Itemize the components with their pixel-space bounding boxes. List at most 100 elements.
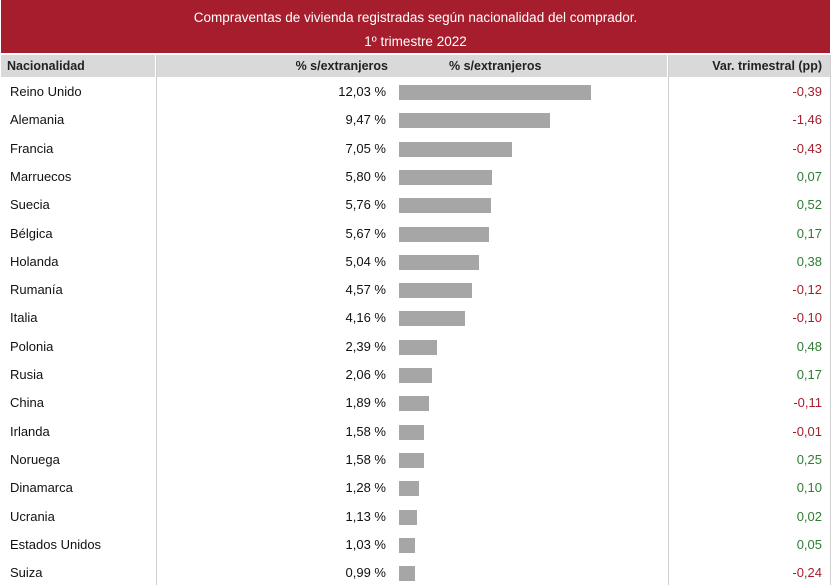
row-label: Ucrania [10, 508, 55, 524]
value-label: 7,05 % [345, 140, 386, 156]
table-row: Suiza 0,99 % -0,24 [0, 559, 832, 587]
value-label: 2,39 % [345, 338, 386, 354]
bar [399, 311, 465, 327]
bar [399, 481, 419, 497]
column-divider [830, 55, 831, 585]
bar [399, 113, 550, 129]
bar [399, 452, 424, 468]
table-row: Polonia 2,39 % 0,48 [0, 333, 832, 361]
table-row: Bélgica 5,67 % 0,17 [0, 220, 832, 248]
var-value: 0,17 [796, 367, 822, 382]
value-label: 5,80 % [345, 168, 386, 184]
value-label: 1,28 % [345, 480, 386, 496]
table-row: Francia 7,05 % -0,43 [0, 135, 832, 163]
bar [399, 368, 432, 383]
table-row: Reino Unido 12,03 % -0,39 [0, 78, 832, 106]
column-header-pct: % s/extranjeros [157, 55, 397, 77]
chart-title: Compraventas de vivienda registradas seg… [193, 10, 638, 25]
row-label: Reino Unido [10, 84, 82, 99]
var-value: 0,52 [796, 197, 822, 213]
column-header-bar: % s/extranjeros [397, 55, 667, 77]
table-row: Rumanía 4,57 % -0,12 [0, 276, 832, 304]
table-row: Rusia 2,06 % 0,17 [0, 361, 832, 389]
row-label: Irlanda [10, 423, 50, 439]
value-label: 1,58 % [345, 451, 386, 467]
row-label: China [10, 395, 44, 411]
column-divider [668, 55, 669, 585]
value-label: 1,13 % [345, 508, 386, 524]
value-label: 0,99 % [345, 565, 386, 581]
table-row: Dinamarca 1,28 % 0,10 [0, 474, 832, 502]
table-row: Noruega 1,58 % 0,25 [0, 446, 832, 474]
row-label: Estados Unidos [10, 536, 102, 552]
bar [399, 254, 479, 270]
bar [399, 537, 415, 553]
table-row: Ucrania 1,13 % 0,02 [0, 503, 832, 531]
row-label: Suecia [10, 197, 50, 213]
value-label: 1,58 % [345, 423, 386, 439]
table-row: Irlanda 1,58 % -0,01 [0, 418, 832, 446]
var-value: 0,05 [796, 536, 822, 552]
value-label: 1,03 % [345, 536, 386, 552]
row-label: Francia [10, 140, 54, 156]
var-value: 0,17 [796, 225, 822, 241]
column-divider [156, 55, 157, 585]
row-label: Suiza [10, 565, 43, 581]
var-value: -0,24 [792, 565, 822, 581]
var-value: 0,38 [796, 253, 822, 269]
row-label: Bélgica [10, 225, 53, 241]
bar [399, 169, 492, 185]
row-label: Rusia [10, 367, 44, 382]
var-value: 0,25 [796, 451, 822, 467]
bar [399, 198, 491, 214]
value-label: 4,16 % [345, 310, 386, 326]
row-label: Alemania [10, 112, 65, 128]
table-row: Suecia 5,76 % 0,52 [0, 191, 832, 219]
value-label: 9,47 % [345, 112, 386, 128]
bar [399, 396, 429, 412]
value-label: 2,06 % [345, 367, 386, 382]
row-label: Italia [10, 310, 38, 326]
table-row: Marruecos 5,80 % 0,07 [0, 163, 832, 191]
value-label: 12,03 % [338, 84, 386, 99]
column-header-nacionalidad: Nacionalidad [1, 55, 155, 77]
row-label: Marruecos [10, 168, 72, 184]
var-value: -0,10 [792, 310, 822, 326]
var-value: -0,12 [792, 282, 822, 298]
value-label: 5,67 % [345, 225, 386, 241]
value-label: 1,89 % [345, 395, 386, 411]
row-label: Noruega [10, 451, 60, 467]
table-row: Estados Unidos 1,03 % 0,05 [0, 531, 832, 559]
bar [399, 339, 437, 355]
column-header-var: Var. trimestral (pp) [669, 55, 830, 77]
var-value: 0,07 [796, 168, 822, 184]
var-value: 0,48 [796, 338, 822, 354]
var-value: -0,01 [792, 423, 822, 439]
table-row: China 1,89 % -0,11 [0, 389, 832, 417]
var-value: -0,39 [792, 84, 822, 99]
bar [399, 226, 489, 242]
var-value: 0,10 [796, 480, 822, 496]
bar [399, 424, 424, 440]
value-label: 5,04 % [345, 253, 386, 269]
var-value: -1,46 [792, 112, 822, 128]
table-row: Italia 4,16 % -0,10 [0, 304, 832, 332]
bar [399, 85, 591, 100]
chart-subtitle: 1º trimestre 2022 [364, 34, 467, 49]
row-label: Holanda [10, 253, 59, 269]
var-value: -0,43 [792, 140, 822, 156]
value-label: 4,57 % [345, 282, 386, 298]
row-label: Dinamarca [10, 480, 73, 496]
bar [399, 283, 472, 299]
row-label: Rumanía [10, 282, 63, 298]
bar [399, 141, 512, 157]
table-row: Holanda 5,04 % 0,38 [0, 248, 832, 276]
value-label: 5,76 % [345, 197, 386, 213]
var-value: -0,11 [793, 395, 822, 411]
table-row: Alemania 9,47 % -1,46 [0, 106, 832, 134]
title-band: Compraventas de vivienda registradas seg… [1, 0, 830, 53]
var-value: 0,02 [796, 508, 822, 524]
row-label: Polonia [10, 338, 54, 354]
bar [399, 566, 415, 582]
bar [399, 509, 417, 525]
